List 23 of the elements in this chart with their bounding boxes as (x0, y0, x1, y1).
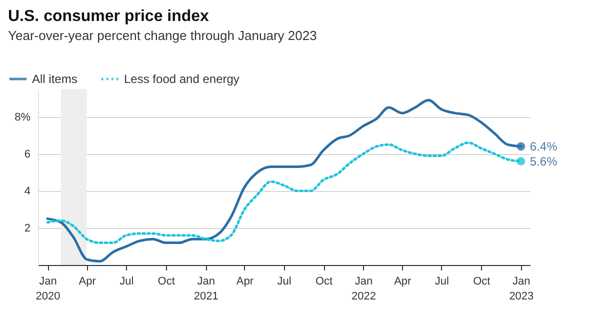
x-tick-label: Jul (434, 276, 449, 288)
x-tick-label: Jan 2022 (352, 276, 376, 302)
annotation: 5.6% (530, 154, 558, 168)
x-tick-label: Jan 2021 (194, 276, 218, 302)
chart-title: U.S. consumer price index (8, 8, 210, 25)
legend-label: All items (32, 72, 78, 86)
x-tick-label: Oct (158, 276, 175, 288)
x-tick-label: Apr (236, 276, 254, 288)
legend-label: Less food and energy (124, 72, 240, 86)
x-tick-label: Jul (120, 276, 134, 288)
y-tick-label: 8% (14, 111, 31, 124)
x-tick-label: Jan 2023 (509, 276, 534, 302)
x-tick-label: Apr (78, 276, 96, 288)
y-tick-label: 2 (24, 222, 30, 234)
annotation: 6.4% (530, 139, 558, 154)
chart-subtitle: Year-over-year percent change through January 2023 (8, 28, 317, 43)
y-tick-label: 4 (24, 185, 30, 198)
x-tick-label: Oct (473, 276, 490, 288)
x-tick-label: Oct (315, 276, 333, 288)
x-tick-label: Jan 2020 (36, 276, 60, 302)
y-tick-label: 6 (24, 148, 30, 160)
x-tick-label: Apr (394, 276, 412, 288)
x-tick-label: Jul (277, 276, 292, 288)
